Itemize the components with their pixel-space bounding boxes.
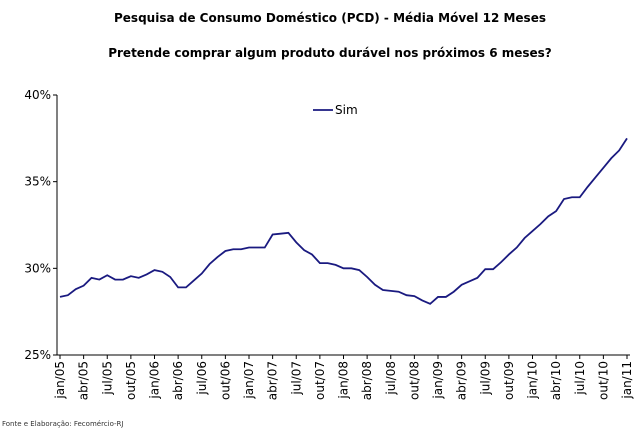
x-tick-label: abr/06 <box>171 361 185 400</box>
chart-subtitle: Pretende comprar algum produto durável n… <box>108 46 552 60</box>
x-tick-label: out/05 <box>124 361 138 400</box>
y-tick-label: 30% <box>24 261 51 275</box>
x-tick-label: jul/09 <box>478 361 492 396</box>
x-tick-label: jan/05 <box>53 361 67 400</box>
chart-title: Pesquisa de Consumo Doméstico (PCD) - Mé… <box>114 11 546 25</box>
x-tick-label: out/07 <box>313 361 327 400</box>
x-tick-label: abr/09 <box>455 361 469 400</box>
x-tick-label: jul/07 <box>289 361 303 396</box>
x-tick-label: jan/11 <box>620 361 634 400</box>
x-tick-label: jan/10 <box>526 361 540 400</box>
x-tick-label: jan/07 <box>242 361 256 400</box>
x-tick-label: jul/08 <box>384 361 398 396</box>
x-tick-label: jan/06 <box>148 361 162 400</box>
x-tick-label: abr/08 <box>360 361 374 400</box>
x-tick-label: abr/07 <box>266 361 280 400</box>
x-tick-label: jan/08 <box>337 361 351 400</box>
series-line <box>59 137 628 305</box>
x-tick-label: jul/10 <box>573 361 587 396</box>
legend-label: Sim <box>335 103 358 117</box>
x-tick-label: out/08 <box>407 361 421 400</box>
x-tick-label: abr/10 <box>549 361 563 400</box>
x-tick-label: jul/05 <box>100 361 114 396</box>
source-note: Fonte e Elaboração: Fecomércio-RJ <box>2 420 123 428</box>
y-tick-label: 40% <box>24 88 51 102</box>
x-tick-label: jul/06 <box>195 361 209 396</box>
y-tick-label: 35% <box>24 175 51 189</box>
x-tick-label: jan/09 <box>431 361 445 400</box>
x-tick-label: abr/05 <box>77 361 91 400</box>
x-tick-label: out/06 <box>218 361 232 400</box>
y-tick-label: 25% <box>24 348 51 362</box>
x-tick-label: out/09 <box>502 361 516 400</box>
x-tick-label: out/10 <box>596 361 610 400</box>
